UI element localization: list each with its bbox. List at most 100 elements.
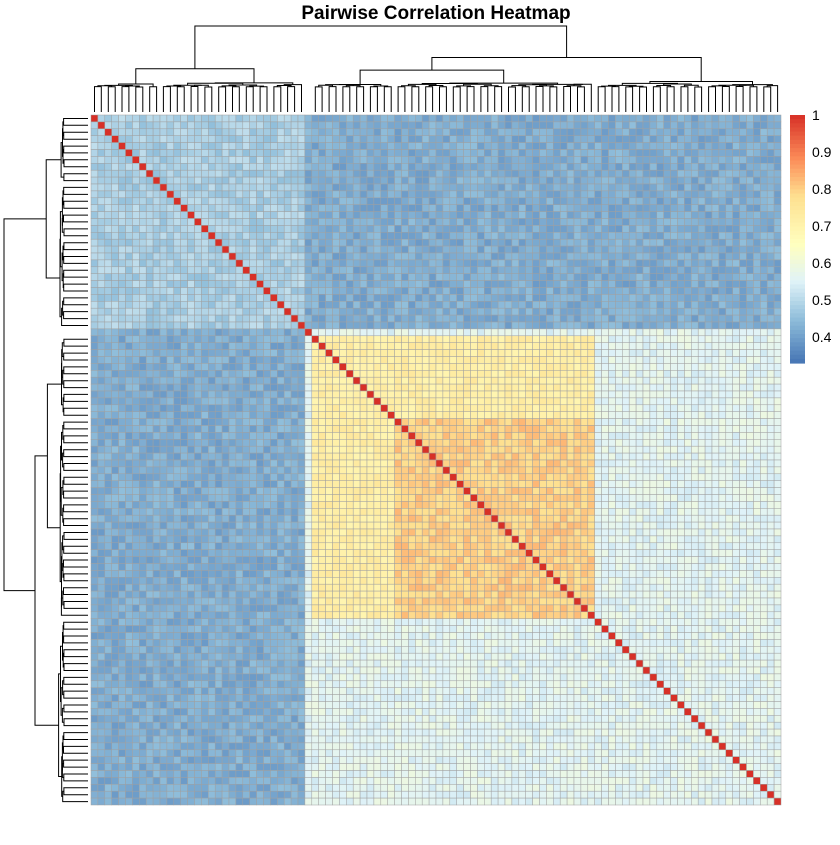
heatmap-cell bbox=[628, 411, 637, 419]
heatmap-cell bbox=[297, 128, 306, 136]
heatmap-cell bbox=[132, 445, 140, 454]
heatmap-cell bbox=[463, 383, 471, 392]
heatmap-cell bbox=[435, 197, 444, 205]
heatmap-cell bbox=[753, 445, 761, 454]
heatmap-cell bbox=[118, 314, 126, 323]
heatmap-cell bbox=[553, 439, 561, 447]
heatmap-cell bbox=[132, 370, 140, 378]
heatmap-cell bbox=[332, 432, 340, 440]
heatmap-cell bbox=[139, 121, 147, 130]
heatmap-cell bbox=[132, 232, 140, 240]
heatmap-cell bbox=[449, 452, 457, 461]
heatmap-cell bbox=[594, 397, 602, 406]
heatmap-cell bbox=[408, 238, 416, 247]
heatmap-cell bbox=[718, 356, 727, 364]
heatmap-cell bbox=[511, 363, 520, 371]
heatmap-cell bbox=[97, 376, 106, 385]
heatmap-cell bbox=[263, 425, 271, 433]
heatmap-cell bbox=[125, 328, 133, 337]
heatmap-cell bbox=[511, 425, 520, 433]
heatmap-cell bbox=[214, 135, 223, 143]
heatmap-cell bbox=[380, 156, 388, 164]
heatmap-cell bbox=[311, 163, 319, 171]
heatmap-cell bbox=[214, 342, 223, 350]
heatmap-cell bbox=[228, 390, 237, 399]
heatmap-cell bbox=[373, 439, 382, 447]
heatmap-cell bbox=[442, 135, 451, 143]
heatmap-cell bbox=[283, 259, 292, 268]
heatmap-cell bbox=[208, 432, 216, 440]
heatmap-cell bbox=[256, 301, 264, 309]
heatmap-cell bbox=[449, 287, 457, 295]
heatmap-cell bbox=[587, 121, 595, 130]
heatmap-cell bbox=[97, 335, 106, 343]
heatmap-cell bbox=[532, 335, 540, 343]
heatmap-cell bbox=[553, 370, 561, 378]
heatmap-cell bbox=[311, 439, 319, 447]
heatmap-cell bbox=[573, 142, 582, 150]
heatmap-cell bbox=[214, 218, 223, 226]
heatmap-cell bbox=[546, 225, 554, 233]
heatmap-cell bbox=[118, 114, 126, 123]
heatmap-cell bbox=[470, 425, 478, 433]
heatmap-cell bbox=[387, 225, 395, 233]
heatmap-cell bbox=[711, 211, 720, 219]
heatmap-cell bbox=[518, 218, 526, 226]
heatmap-cell bbox=[290, 183, 299, 192]
heatmap-cell bbox=[532, 238, 540, 247]
heatmap-cell bbox=[732, 142, 740, 150]
heatmap-cell bbox=[283, 176, 292, 185]
heatmap-cell bbox=[297, 335, 306, 343]
heatmap-cell bbox=[208, 370, 216, 378]
heatmap-cell bbox=[691, 342, 699, 350]
heatmap-cell bbox=[180, 342, 188, 350]
heatmap-cell bbox=[615, 197, 623, 205]
heatmap-cell bbox=[470, 197, 478, 205]
heatmap-cell bbox=[456, 252, 464, 261]
heatmap-cell bbox=[608, 349, 616, 357]
heatmap-cell bbox=[608, 183, 616, 192]
heatmap-cell bbox=[125, 397, 133, 406]
heatmap-cell bbox=[387, 266, 395, 274]
heatmap-cell bbox=[214, 273, 223, 281]
heatmap-cell bbox=[332, 445, 340, 454]
heatmap-cell bbox=[484, 356, 492, 364]
heatmap-cell bbox=[125, 370, 133, 378]
heatmap-cell bbox=[766, 307, 775, 316]
heatmap-cell bbox=[718, 156, 727, 164]
heatmap-cell bbox=[463, 432, 471, 440]
heatmap-cell bbox=[553, 411, 561, 419]
heatmap-cell bbox=[670, 452, 678, 461]
heatmap-cell bbox=[242, 176, 250, 185]
heatmap-cell bbox=[256, 307, 264, 316]
heatmap-cell bbox=[663, 301, 671, 309]
heatmap-cell bbox=[428, 418, 437, 426]
heatmap-cell bbox=[746, 376, 754, 385]
heatmap-cell bbox=[159, 149, 168, 157]
heatmap-cell bbox=[697, 335, 706, 343]
heatmap-cell bbox=[166, 266, 175, 274]
heatmap-cell bbox=[539, 397, 547, 406]
heatmap-cell bbox=[470, 363, 478, 371]
heatmap-cell bbox=[104, 314, 112, 323]
heatmap-cell bbox=[187, 259, 195, 268]
heatmap-cell bbox=[539, 418, 547, 426]
heatmap-cell bbox=[380, 452, 388, 461]
heatmap-cell bbox=[704, 280, 713, 288]
heatmap-cell bbox=[318, 245, 326, 254]
heatmap-cell bbox=[118, 425, 126, 433]
heatmap-cell bbox=[766, 376, 775, 385]
heatmap-cell bbox=[463, 301, 471, 309]
heatmap-cell bbox=[263, 301, 271, 309]
heatmap-cell bbox=[711, 280, 720, 288]
heatmap-cell bbox=[718, 273, 727, 281]
heatmap-cell bbox=[691, 356, 699, 364]
heatmap-cell bbox=[277, 390, 285, 399]
heatmap-cell bbox=[277, 301, 285, 309]
heatmap-cell bbox=[380, 176, 388, 185]
heatmap-cell bbox=[415, 218, 423, 226]
heatmap-cell bbox=[118, 452, 126, 461]
heatmap-cell bbox=[753, 321, 761, 330]
heatmap-cell bbox=[615, 335, 623, 343]
heatmap-cell bbox=[435, 245, 444, 254]
